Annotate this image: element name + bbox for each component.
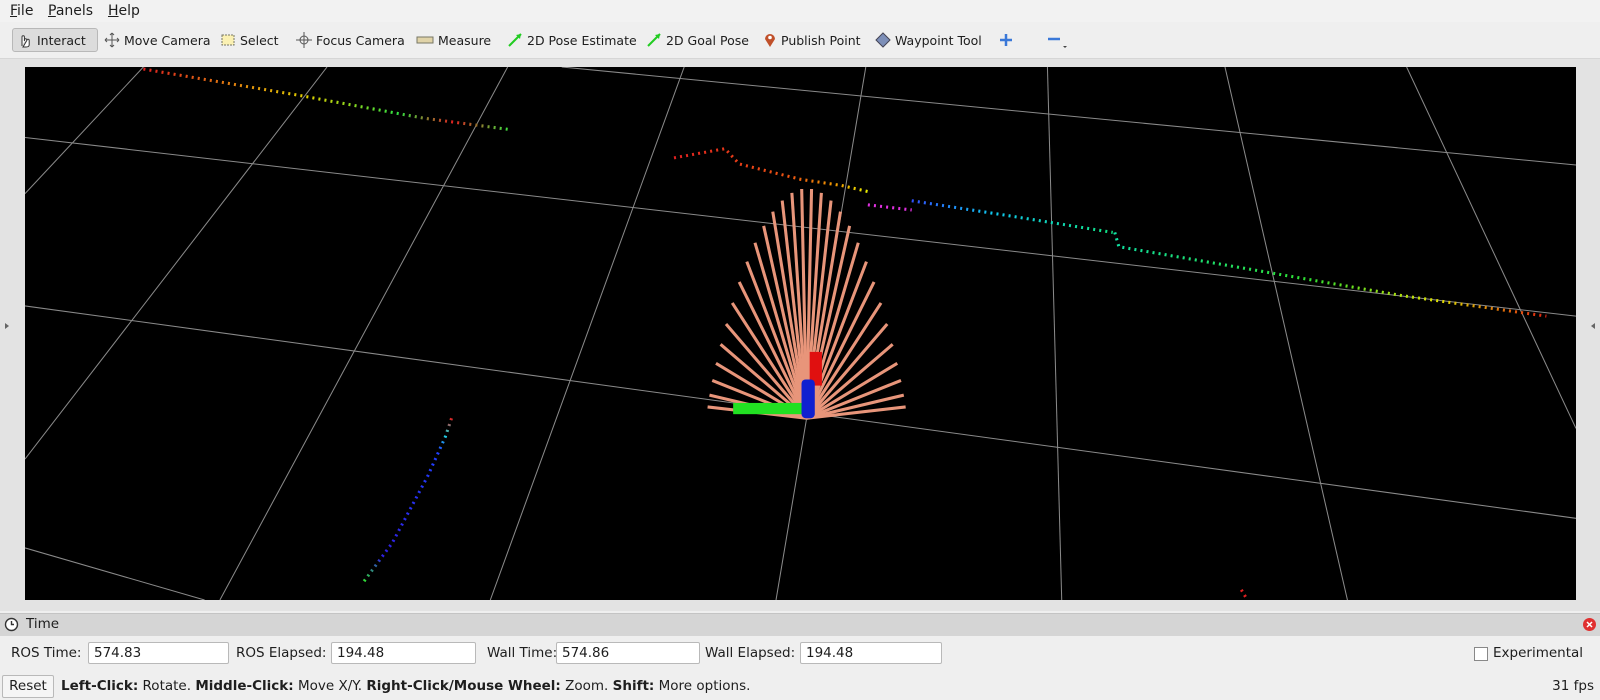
hint-text: Left-Click: Rotate. Middle-Click: Move X… [61, 678, 750, 694]
laser-ray [737, 281, 808, 419]
hint-action: Move X/Y. [297, 678, 363, 694]
field-label: ROS Elapsed: [236, 645, 327, 661]
tool-icon [416, 36, 434, 44]
tool-icon [1000, 34, 1012, 46]
laser-ray [806, 405, 906, 420]
tool-label: 2D Pose Estimate [527, 32, 637, 48]
collapse-arrow[interactable] [2, 321, 12, 331]
tool-label: Interact [37, 32, 86, 48]
tool-label: Move Camera [124, 32, 211, 48]
time-field[interactable]: 194.48 [331, 642, 476, 664]
tool-icon [875, 32, 891, 48]
laser-ray [724, 322, 808, 420]
remove-tool-button[interactable] [1042, 28, 1074, 52]
field-label: ROS Time: [11, 645, 82, 661]
hint-action: Zoom. [565, 678, 609, 694]
hint-action: More options. [658, 678, 751, 694]
panel-title: Time [26, 616, 60, 632]
menu-item[interactable]: File [10, 3, 34, 19]
checkbox-label: Experimental [1493, 645, 1584, 661]
tool-button[interactable]: 2D Goal Pose [642, 28, 753, 52]
tool-button[interactable]: Focus Camera [292, 28, 409, 52]
time-panel-header: Time [0, 613, 1600, 636]
add-tool-button[interactable] [994, 28, 1018, 52]
tool-label: 2D Goal Pose [666, 32, 749, 48]
hint-key: Left-Click: [61, 678, 139, 694]
collapse-arrow[interactable] [1588, 321, 1598, 331]
laser-ray [805, 362, 899, 420]
tool-label: Select [240, 32, 279, 48]
hint-action: Rotate. [142, 678, 192, 694]
tool-button[interactable]: Measure [412, 28, 495, 52]
hint-key: Shift: [612, 678, 655, 694]
laser-ray [805, 302, 883, 420]
laser-ray [771, 211, 809, 419]
laser-ray [745, 261, 809, 419]
laser-ray [805, 261, 868, 419]
grid [25, 67, 1576, 600]
menu-item[interactable]: Help [108, 3, 140, 19]
tool-button[interactable]: Select [216, 28, 283, 52]
laser-ray [806, 378, 902, 420]
fps-label: 31 fps [1552, 678, 1594, 694]
tool-icon [221, 34, 235, 46]
laser-ray [805, 343, 894, 420]
toolbar: Interact Move Camera Select Focus Camera… [0, 22, 1600, 59]
robot-axes [733, 351, 822, 419]
laser-ray [730, 302, 808, 420]
close-button[interactable] [1582, 617, 1597, 632]
checkbox[interactable] [1474, 647, 1488, 661]
tool-icon [508, 33, 522, 47]
tool-button[interactable]: Interact [12, 28, 98, 52]
field-label: Wall Time: [487, 645, 558, 661]
laser-ray [806, 393, 905, 420]
time-field[interactable]: 194.48 [800, 642, 942, 664]
tool-button[interactable]: Publish Point [759, 28, 865, 52]
laser-ray [762, 225, 809, 419]
laser-ray [805, 281, 876, 419]
field-label: Wall Elapsed: [705, 645, 796, 661]
hint-key: Middle-Click: [195, 678, 294, 694]
tool-button[interactable]: Waypoint Tool [871, 28, 986, 52]
tool-button[interactable]: 2D Pose Estimate [503, 28, 641, 52]
laser-ray [805, 322, 889, 420]
tool-icon [296, 32, 312, 48]
reset-button[interactable]: Reset [2, 675, 54, 698]
tool-icon [1048, 37, 1067, 48]
menu-bar: File Panels Help [0, 0, 1600, 22]
tool-button[interactable]: Move Camera [100, 28, 215, 52]
tool-icon [647, 33, 661, 47]
time-field[interactable]: 574.86 [556, 642, 700, 664]
menu-item[interactable]: Panels [48, 3, 94, 19]
tool-label: Measure [438, 32, 492, 48]
status-bar: Reset Left-Click: Rotate. Middle-Click: … [0, 673, 1600, 700]
time-field[interactable]: 574.83 [88, 642, 229, 664]
tool-label: Waypoint Tool [895, 32, 982, 48]
tool-label: Focus Camera [316, 32, 405, 48]
3d-viewport[interactable] [25, 67, 1576, 600]
point-cloud [143, 67, 1547, 600]
tool-icon [765, 34, 775, 47]
clock-icon [4, 617, 19, 632]
tool-icon [104, 32, 120, 48]
hint-key: Right-Click/Mouse Wheel: [366, 678, 561, 694]
tool-icon [21, 35, 30, 48]
laser-ray [805, 242, 860, 419]
laser-ray [753, 242, 809, 419]
tool-label: Publish Point [781, 32, 861, 48]
